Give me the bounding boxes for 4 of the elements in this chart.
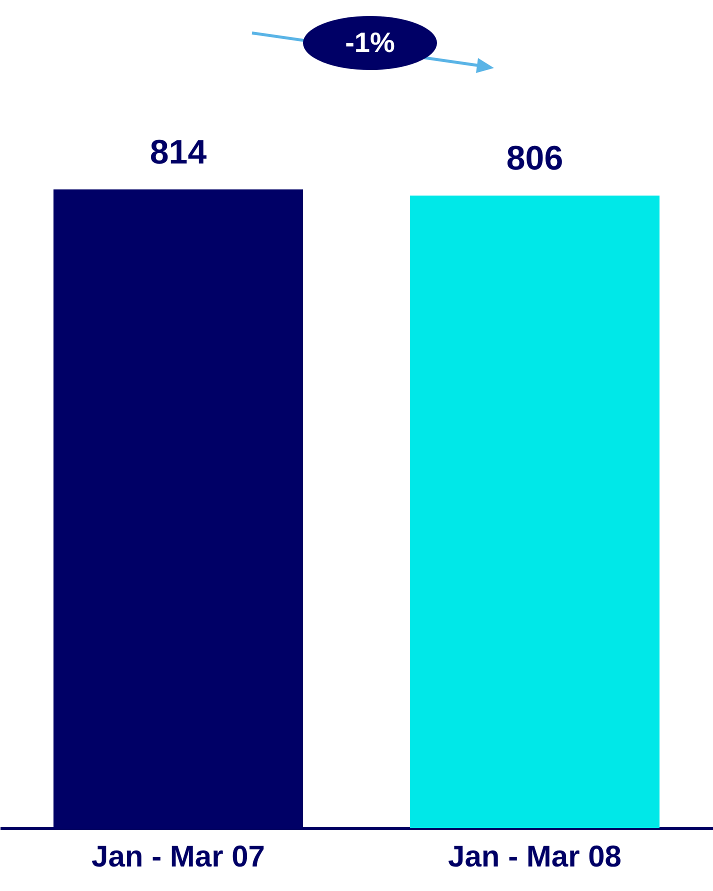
x-tick-label: Jan - Mar 07 bbox=[92, 840, 265, 874]
x-tick-label: Jan - Mar 08 bbox=[448, 840, 622, 874]
data-label: 806 bbox=[506, 140, 564, 178]
data-label: 814 bbox=[150, 133, 207, 172]
